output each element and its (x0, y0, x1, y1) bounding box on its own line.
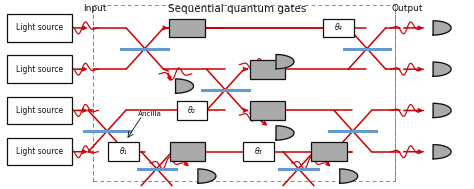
FancyBboxPatch shape (108, 142, 139, 161)
Polygon shape (198, 169, 216, 183)
Bar (93, 5, 395, 181)
FancyBboxPatch shape (7, 138, 72, 165)
Text: Ancilla: Ancilla (138, 111, 162, 117)
FancyBboxPatch shape (170, 142, 205, 161)
Text: θ₄: θ₄ (335, 23, 342, 32)
FancyBboxPatch shape (7, 14, 72, 42)
FancyBboxPatch shape (323, 19, 354, 37)
FancyBboxPatch shape (250, 101, 285, 120)
Polygon shape (276, 126, 294, 140)
Polygon shape (276, 55, 294, 69)
Text: Sequential quantum gates: Sequential quantum gates (168, 4, 306, 13)
Text: Output: Output (392, 4, 423, 12)
FancyBboxPatch shape (311, 142, 347, 161)
FancyBboxPatch shape (7, 97, 72, 124)
Text: Light source: Light source (16, 106, 63, 115)
Text: θ₁: θ₁ (120, 147, 128, 156)
FancyBboxPatch shape (177, 101, 208, 120)
Polygon shape (433, 62, 451, 76)
Text: θ₃: θ₃ (255, 147, 262, 156)
FancyBboxPatch shape (250, 60, 285, 79)
FancyBboxPatch shape (243, 142, 273, 161)
Text: Light source: Light source (16, 23, 63, 32)
FancyBboxPatch shape (7, 56, 72, 83)
Text: Light source: Light source (16, 65, 63, 74)
Text: Light source: Light source (16, 147, 63, 156)
Polygon shape (175, 79, 193, 93)
Polygon shape (433, 21, 451, 35)
Polygon shape (340, 169, 358, 183)
Polygon shape (433, 145, 451, 159)
Text: Input: Input (83, 4, 107, 12)
Text: θ₂: θ₂ (188, 106, 196, 115)
FancyBboxPatch shape (170, 19, 205, 37)
Polygon shape (433, 103, 451, 118)
